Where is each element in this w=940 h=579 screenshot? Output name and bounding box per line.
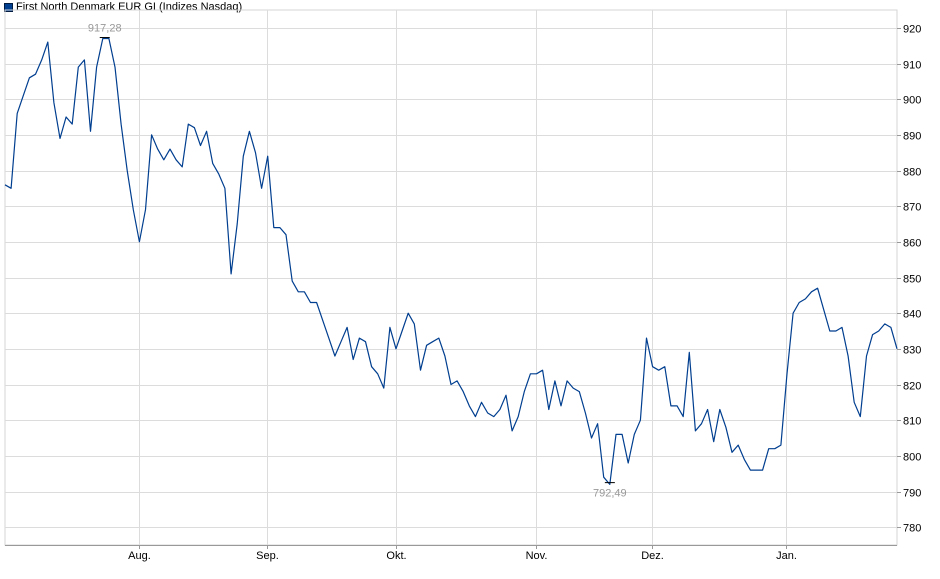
- y-tick-label: 860: [903, 238, 921, 250]
- min-label: 792,49: [593, 488, 627, 500]
- y-tick-label: 830: [903, 345, 921, 357]
- plot-frame: [4, 9, 898, 546]
- y-tick-label: 900: [903, 95, 921, 107]
- series-layer: [4, 37, 898, 485]
- y-tick-label: 800: [903, 452, 921, 464]
- x-tick-label: Dez.: [641, 550, 664, 562]
- y-tick-label: 780: [903, 523, 921, 535]
- annotation-layer: 917,28 792,49: [88, 23, 627, 500]
- y-tick-label: 850: [903, 274, 921, 286]
- max-label: 917,28: [88, 23, 122, 35]
- y-tick-label: 910: [903, 60, 921, 72]
- x-tick-label: Okt.: [386, 550, 406, 562]
- y-tick-label: 920: [903, 24, 921, 36]
- y-tick-label: 810: [903, 416, 921, 428]
- x-tick-label: Jan.: [776, 550, 797, 562]
- legend-swatch: [4, 2, 13, 12]
- grid-layer: [4, 9, 898, 546]
- x-tick-label: Aug.: [128, 550, 151, 562]
- x-tick-label: Sep.: [256, 550, 279, 562]
- y-tick-label: 840: [903, 309, 921, 321]
- axis-layer: 780 790 800 810 820 830 840 850 860 870 880 890 900 9…: [5, 24, 921, 562]
- y-tick-label: 820: [903, 381, 921, 393]
- x-tick-label: Nov.: [526, 550, 548, 562]
- y-tick-label: 870: [903, 202, 921, 214]
- series-line: [4, 37, 898, 485]
- y-tick-label: 880: [903, 167, 921, 179]
- y-tick-label: 790: [903, 488, 921, 500]
- y-tick-label: 890: [903, 131, 921, 143]
